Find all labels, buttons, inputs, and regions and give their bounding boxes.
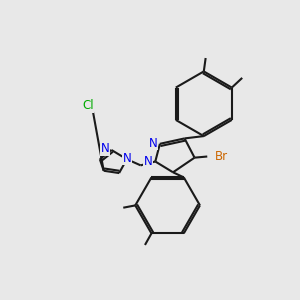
Text: N: N [143, 154, 152, 167]
Text: N: N [123, 152, 132, 164]
Text: N: N [149, 137, 158, 150]
Text: N: N [101, 142, 110, 155]
Text: Br: Br [215, 150, 228, 163]
Text: Cl: Cl [82, 99, 94, 112]
